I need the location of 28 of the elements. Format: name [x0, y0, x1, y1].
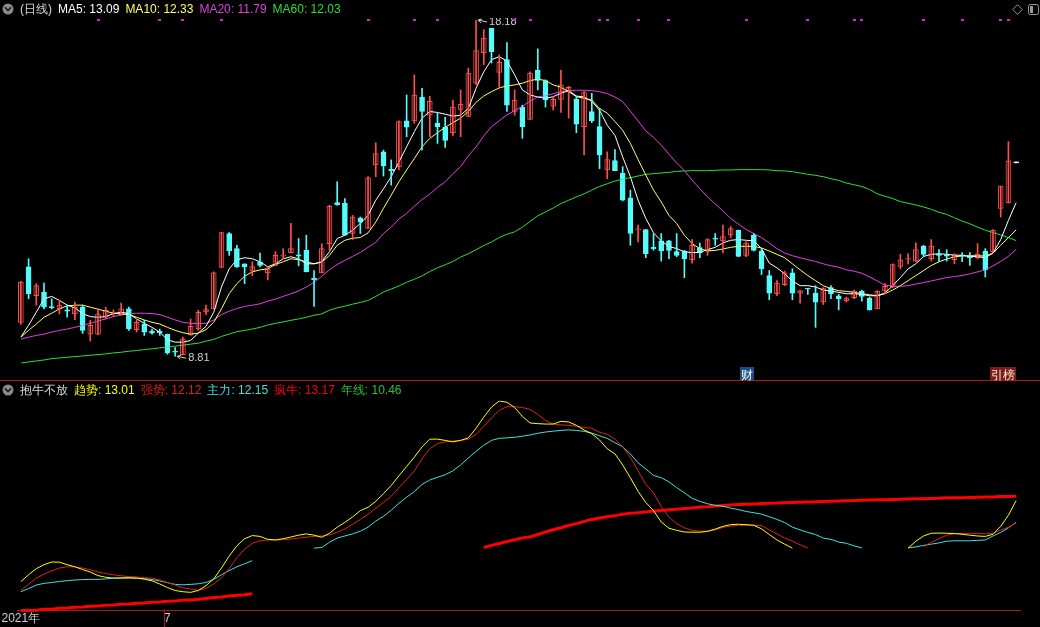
text: 强势: 12.12: [140, 381, 202, 399]
text: MA60: 12.03: [272, 2, 341, 16]
candlestick: [805, 287, 811, 295]
candlestick: [48, 298, 55, 310]
text: 趋势: 13.01: [74, 381, 135, 399]
candlestick: [635, 224, 641, 243]
text: 主力: 12.15: [207, 381, 269, 399]
candlestick: [943, 249, 950, 262]
x-tick-label: 7: [164, 611, 172, 626]
candlestick: [712, 233, 719, 246]
candlestick: [905, 253, 911, 265]
chart-title: (日线): [20, 0, 52, 18]
text: MA20: 11.79: [199, 2, 267, 16]
chart-title: 抱牛不放: [20, 381, 68, 399]
text: 引榜: [990, 367, 1016, 382]
annotation: 8.81: [188, 351, 210, 364]
candlestick: [64, 304, 70, 318]
text: MA10: 12.33: [125, 2, 194, 16]
legend-label: 年线: 10.46: [340, 381, 402, 399]
candlestick: [334, 181, 341, 206]
candlestick: [149, 328, 155, 335]
x-tick-label: 2021年: [1, 611, 41, 626]
candlestick: [280, 248, 287, 260]
candlestick: [172, 347, 178, 357]
text: 财: [740, 367, 754, 382]
candlestick: [936, 249, 942, 263]
text: MA5: 13.09: [58, 2, 120, 16]
text: 疯牛: 13.17: [274, 381, 335, 399]
